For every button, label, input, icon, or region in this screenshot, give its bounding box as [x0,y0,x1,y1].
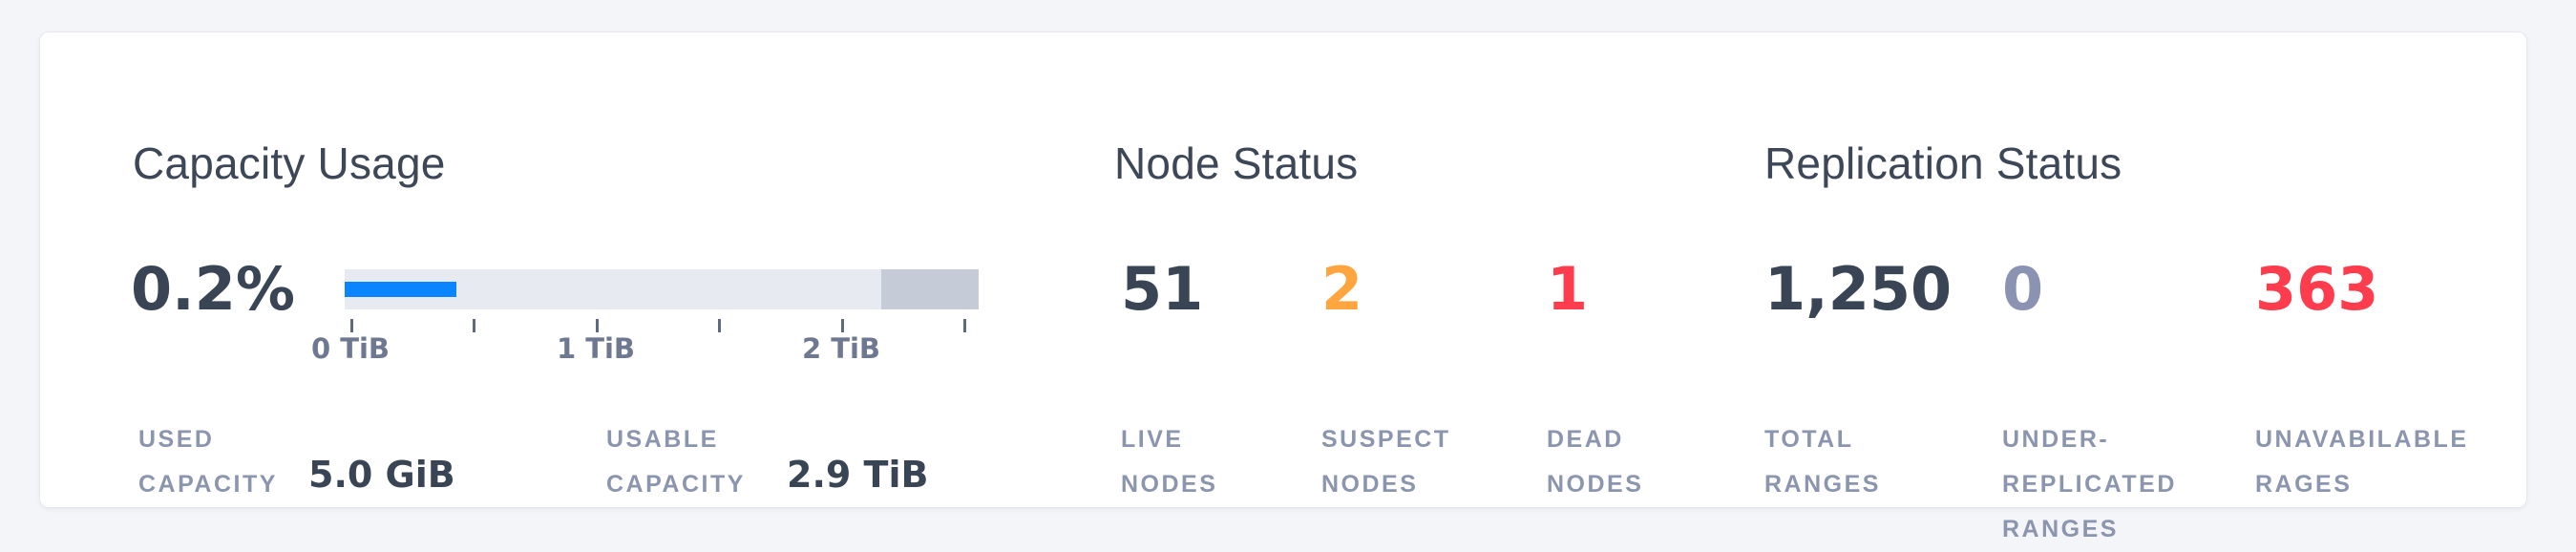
label-line: DEAD [1547,426,1624,453]
under-replicated-ranges-value: 0 [2002,254,2044,324]
axis-tick [350,319,353,332]
label-line: RAGES [2255,471,2353,498]
label-line: CAPACITY [138,471,278,498]
axis-tick [473,319,475,332]
label-line: CAPACITY [606,471,746,498]
dead-nodes-value: 1 [1547,254,1589,324]
label-line: TOTAL [1764,426,1854,453]
label-line: LIVE [1121,426,1184,453]
axis-tick [841,319,844,332]
axis-tick [963,319,966,332]
capacity-axis [345,317,979,332]
live-nodes-value: 51 [1121,254,1204,324]
label-line: UNAVABILABLE [2255,426,2469,453]
cluster-summary-card: Capacity Usage 0.2% 0 TiB 1 TiB 2 TiB US… [39,32,2527,542]
replication-status-title: Replication Status [1764,138,2122,188]
label-line: RANGES [1764,471,1881,498]
label-line: NODES [1321,471,1419,498]
axis-tick-label: 0 TiB [310,332,391,365]
label-line: NODES [1547,471,1644,498]
total-ranges-value: 1,250 [1764,254,1953,324]
label-line: RANGES [2002,516,2119,542]
suspect-nodes-value: 2 [1321,254,1363,324]
label-line: USABLE [606,426,719,453]
unavailable-ranges-value: 363 [2255,254,2379,324]
capacity-bar [345,269,979,309]
live-nodes-label: LIVE NODES [1121,417,1217,507]
capacity-used-percent: 0.2% [131,254,295,324]
usable-capacity-value: 2.9 TiB [787,454,929,496]
axis-tick [596,319,599,332]
usable-capacity-label: USABLE CAPACITY [606,417,746,507]
label-line: USED [138,426,215,453]
axis-tick-label: 2 TiB [801,332,881,365]
label-line: UNDER- [2002,426,2110,453]
used-capacity-value: 5.0 GiB [308,454,455,496]
label-line: REPLICATED [2002,471,2177,498]
label-line: NODES [1121,471,1218,498]
capacity-bar-reserved-segment [880,269,979,309]
capacity-usage-title: Capacity Usage [133,138,446,188]
under-replicated-ranges-label: UNDER- REPLICATED RANGES [2002,417,2177,552]
capacity-bar-used-segment [345,282,456,297]
used-capacity-label: USED CAPACITY [138,417,278,507]
label-line: SUSPECT [1321,426,1451,453]
suspect-nodes-label: SUSPECT NODES [1321,417,1451,507]
node-status-title: Node Status [1114,138,1359,188]
total-ranges-label: TOTAL RANGES [1764,417,1881,507]
axis-tick [718,319,721,332]
dead-nodes-label: DEAD NODES [1547,417,1643,507]
axis-tick-label: 1 TiB [556,332,636,365]
unavailable-ranges-label: UNAVABILABLE RAGES [2255,417,2469,507]
